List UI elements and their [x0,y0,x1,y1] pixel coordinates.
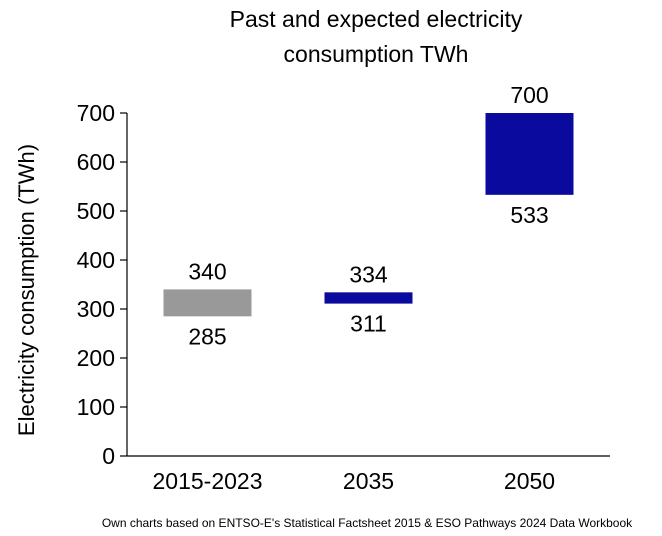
y-tick-label: 600 [77,149,115,175]
chart-title-line-2: consumption TWh [284,41,469,67]
x-category-label: 2050 [504,468,555,494]
y-tick-label: 0 [102,443,115,469]
y-tick-label: 700 [77,100,115,126]
range-bar [163,289,252,317]
range-bars: 340 285 334 311 700 533 [163,82,574,349]
y-tick-label: 400 [77,247,115,273]
range-bar [324,292,413,304]
data-label-low: 285 [188,323,226,349]
y-tick-label: 300 [77,296,115,322]
x-axis-labels: 2015-2023 2035 2050 [153,468,556,494]
range-bar [485,113,574,195]
x-category-label: 2035 [343,468,394,494]
data-label-high: 700 [510,82,548,108]
y-axis-label: Electricity consumption (TWh) [14,144,39,436]
chart-title-line-1: Past and expected electricity [230,6,523,32]
data-label-low: 311 [350,311,387,337]
data-label-high: 340 [188,258,226,284]
y-axis-ticks: 0 100 200 300 400 500 600 700 [77,100,127,469]
y-tick-label: 500 [77,198,115,224]
x-category-label: 2015-2023 [153,468,263,494]
source-note: Own charts based on ENTSO-E's Statistica… [102,516,633,530]
data-label-low: 533 [510,202,548,228]
y-tick-label: 100 [77,394,115,420]
data-label-high: 334 [349,261,388,287]
y-tick-label: 200 [77,345,115,371]
